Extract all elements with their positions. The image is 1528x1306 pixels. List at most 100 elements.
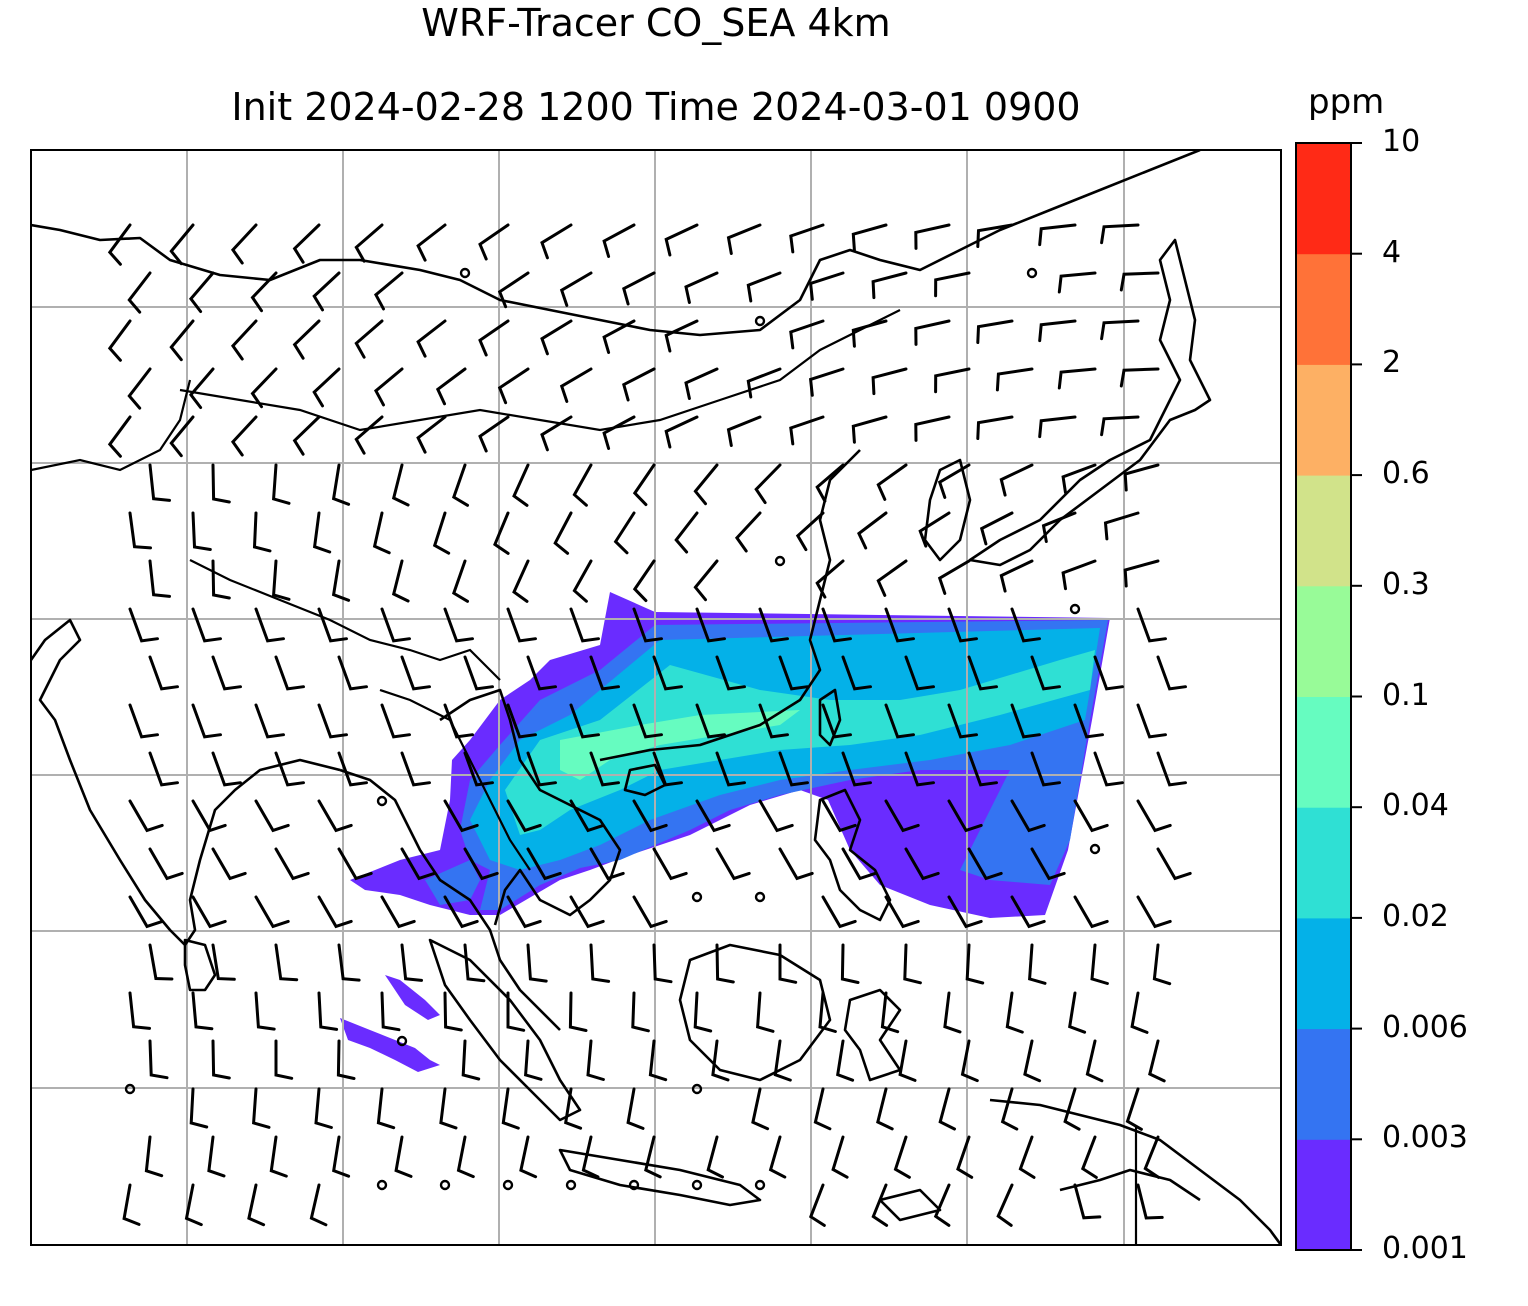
wind-barb xyxy=(391,559,410,603)
wind-barb xyxy=(632,607,663,643)
wind-barb xyxy=(871,271,908,300)
wind-barb xyxy=(1057,271,1097,294)
wind-barb-calm xyxy=(502,1179,514,1191)
wind-barb xyxy=(169,415,195,458)
wind-barb xyxy=(632,799,668,833)
wind-barb xyxy=(456,1135,475,1179)
wind-barb xyxy=(274,751,305,787)
wind-barb xyxy=(312,367,341,408)
wind-barb xyxy=(272,463,291,505)
wind-barb xyxy=(230,415,258,457)
wind-barb-calm xyxy=(459,267,471,279)
wind-barb xyxy=(937,559,971,595)
wind-barb xyxy=(851,319,888,348)
colorbar-band-3 xyxy=(1296,807,1351,919)
colorbar-tick-label: 2 xyxy=(1382,345,1402,381)
wind-barb xyxy=(1073,1183,1102,1220)
wind-barb xyxy=(1130,991,1149,1034)
wind-barb xyxy=(191,991,214,1031)
wind-barb xyxy=(336,1039,356,1080)
wind-barb xyxy=(1136,895,1172,929)
wind-barb xyxy=(252,1087,271,1129)
colorbar-band-8 xyxy=(1296,253,1351,365)
wind-barb xyxy=(652,943,673,984)
wind-barb-calm xyxy=(1069,603,1081,615)
wind-barb xyxy=(337,751,368,787)
wind-barb xyxy=(461,1039,481,1081)
wind-barb xyxy=(693,463,719,506)
wind-barb xyxy=(1010,895,1046,929)
wind-barb xyxy=(914,223,951,250)
wind-barb xyxy=(734,511,762,553)
wind-barb xyxy=(211,751,242,787)
wind-barb xyxy=(250,271,278,313)
wind-barb xyxy=(789,319,825,350)
wind-barb xyxy=(540,223,573,260)
wind-barb xyxy=(376,1087,396,1130)
wind-barb xyxy=(808,271,845,301)
wind-barb xyxy=(758,703,789,739)
colorbar-band-1 xyxy=(1296,1028,1351,1140)
colorbar-tick-label: 0.04 xyxy=(1382,788,1449,824)
wind-barb xyxy=(400,751,431,787)
wind-barb xyxy=(497,367,530,405)
wind-barb xyxy=(1156,751,1187,787)
wind-barb xyxy=(773,1039,792,1082)
wind-barb xyxy=(443,607,474,643)
wind-barb xyxy=(506,895,542,929)
wind-barb xyxy=(331,463,351,506)
wind-barb xyxy=(169,223,195,266)
wind-barb xyxy=(127,367,152,410)
wind-barb xyxy=(726,223,762,255)
wind-barb xyxy=(317,799,353,833)
wind-barb xyxy=(540,415,573,452)
wind-barb xyxy=(1152,943,1172,986)
coast-newguinea-south xyxy=(1059,1168,1201,1202)
plume-level-0.003-west xyxy=(425,860,480,905)
wind-barb xyxy=(443,703,474,739)
wind-barb xyxy=(572,463,593,507)
wind-barb xyxy=(664,319,699,353)
wind-barb xyxy=(632,463,656,507)
colorbar-tick-label: 0.003 xyxy=(1382,1120,1468,1156)
wind-barb xyxy=(631,991,650,1033)
wind-barb xyxy=(148,943,174,981)
wind-barb xyxy=(965,943,985,985)
wind-barb xyxy=(1080,1135,1098,1179)
wind-barb xyxy=(416,223,447,262)
wind-barb xyxy=(841,751,872,787)
colorbar-band-2 xyxy=(1296,917,1351,1030)
wind-barb xyxy=(589,943,611,983)
wind-barb xyxy=(354,223,384,263)
wind-barb xyxy=(211,1039,231,1080)
wind-barb xyxy=(884,895,920,929)
wind-barb-calm xyxy=(565,1179,577,1191)
wind-barb xyxy=(559,271,593,307)
wind-barb xyxy=(1057,367,1097,390)
wind-barb xyxy=(1100,319,1140,341)
wind-barb xyxy=(821,799,857,833)
wind-barb xyxy=(443,991,463,1032)
wind-barb xyxy=(400,655,431,691)
wind-barb xyxy=(380,991,401,1032)
title-line-2: Init 2024-02-28 1200 Time 2024-03-01 090… xyxy=(231,85,1081,129)
wind-barb xyxy=(252,511,272,553)
wind-barb-calm xyxy=(439,1179,451,1191)
wind-barb xyxy=(148,1039,169,1080)
wind-barb xyxy=(937,463,971,499)
wind-barb xyxy=(497,271,530,309)
wind-barb xyxy=(914,319,951,346)
wind-barb xyxy=(1068,991,1087,1034)
wind-barb xyxy=(674,511,699,554)
wind-barb xyxy=(569,607,600,643)
wind-barb xyxy=(684,271,719,304)
wind-barb xyxy=(1085,1039,1104,1083)
border-indochina xyxy=(379,688,531,871)
wind-barb xyxy=(128,991,151,1030)
wind-barb xyxy=(250,367,278,409)
border-himalaya xyxy=(189,559,501,681)
wind-barb xyxy=(795,511,825,552)
wind-barb xyxy=(840,943,860,984)
wind-barb xyxy=(337,655,368,691)
coast-taiwan xyxy=(818,688,842,747)
